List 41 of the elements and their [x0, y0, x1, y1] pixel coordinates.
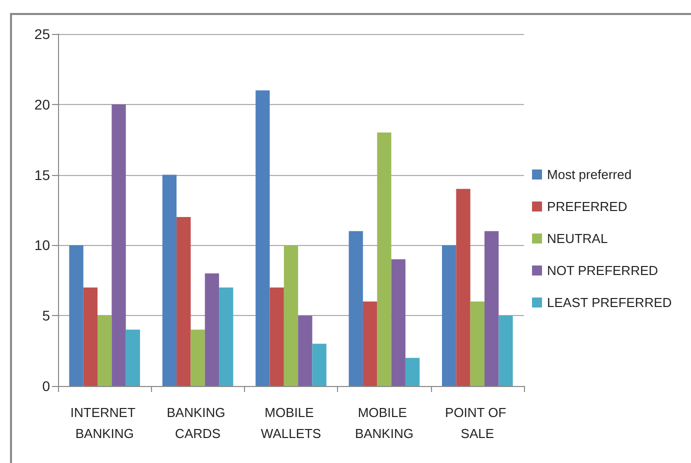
bar [126, 330, 140, 386]
bar [284, 245, 298, 386]
bar [69, 245, 84, 386]
y-tick-label: 25 [34, 26, 50, 42]
bar [219, 287, 234, 386]
bar [362, 302, 378, 386]
x-tick-label: POINT OF SALE [445, 405, 510, 441]
bar [377, 132, 392, 386]
bar [312, 344, 326, 386]
y-tick-label: 5 [42, 308, 50, 324]
bar [456, 188, 470, 386]
legend-label: NOT PREFERRED [547, 263, 658, 278]
bar [270, 287, 284, 386]
bar [190, 330, 205, 386]
bar [405, 358, 420, 386]
legend-label: NEUTRAL [547, 231, 608, 246]
y-tick-label: 15 [34, 166, 50, 183]
bar [176, 217, 191, 386]
bar [470, 302, 484, 386]
bar [204, 273, 220, 386]
bar [98, 316, 112, 386]
x-tick-label: INTERNET BANKING [70, 405, 139, 441]
legend-label: PREFERRED [547, 199, 628, 214]
x-tick-label: BANKING CARDS [166, 405, 229, 441]
bar [442, 245, 456, 386]
bar [484, 231, 499, 386]
legend-label: Most preferred [547, 167, 632, 182]
y-tick-label: 10 [34, 237, 50, 254]
y-tick-label: 0 [42, 378, 50, 394]
bar [112, 104, 126, 386]
bar [83, 287, 98, 386]
bar [391, 259, 406, 386]
legend-label: LEAST PREFERRED [547, 295, 672, 310]
x-tick-label: MOBILE BANKING [354, 405, 414, 441]
bar [162, 174, 177, 386]
bar [298, 316, 312, 386]
x-tick-label: MOBILE WALLETS [260, 405, 322, 441]
bar [498, 316, 513, 386]
y-tick-label: 20 [34, 96, 50, 112]
bar [256, 90, 270, 386]
bar [348, 231, 363, 386]
